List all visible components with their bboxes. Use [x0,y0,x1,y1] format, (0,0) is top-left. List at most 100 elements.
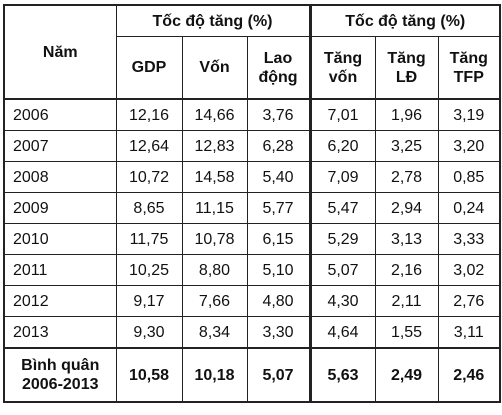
column-header-tang-tfp: Tăng TFP [437,36,502,100]
tang-tfp-cell: 3,33 [437,223,502,255]
tang-von-cell: 5,63 [308,347,376,403]
year-cell: 2007 [3,130,117,162]
tang-tfp-cell: 0,24 [437,192,502,224]
year-cell: 2010 [3,223,117,255]
gdp-cell: 8,65 [115,192,183,224]
tang-ld-cell: 2,78 [374,161,439,193]
column-header-label: động [258,68,298,86]
table-row: 2012 9,17 7,66 4,80 4,30 2,11 2,76 [3,285,502,317]
lao-dong-cell: 5,40 [246,161,311,193]
tang-ld-cell: 2,16 [374,254,439,286]
table-row: 2006 12,16 14,66 3,76 7,01 1,96 3,19 [3,98,502,131]
column-header-label: Tăng [449,49,488,67]
tang-tfp-cell: 3,02 [437,254,502,286]
von-cell: 11,15 [181,192,248,224]
average-label: Bình quân [21,357,100,374]
von-cell: 14,58 [181,161,248,193]
year-cell: 2011 [3,254,117,286]
tang-von-cell: 7,01 [308,98,376,131]
tang-ld-cell: 2,94 [374,192,439,224]
gdp-cell: 9,30 [115,316,183,349]
column-header-label: Lao [263,49,293,67]
group-header-label: Tốc độ tăng (%) [345,12,466,30]
tang-tfp-cell: 0,85 [437,161,502,193]
year-cell: 2012 [3,285,117,317]
year-cell: 2008 [3,161,117,193]
gdp-cell: 10,25 [115,254,183,286]
tang-ld-cell: 2,11 [374,285,439,317]
year-cell: 2013 [3,316,117,349]
tang-tfp-cell: 2,46 [437,347,502,403]
lao-dong-cell: 3,30 [246,316,311,349]
von-cell: 8,34 [181,316,248,349]
gdp-cell: 10,72 [115,161,183,193]
column-header-tang-ld: Tăng LĐ [374,36,439,100]
table-row: 2009 8,65 11,15 5,77 5,47 2,94 0,24 [3,192,502,224]
gdp-cell: 12,64 [115,130,183,162]
gdp-cell: 11,75 [115,223,183,255]
table-body: 2006 12,16 14,66 3,76 7,01 1,96 3,19 200… [3,98,502,403]
column-header-label: GDP [131,59,167,76]
header-sub-row: GDP Vốn Lao động Tăng vốn Tăng LĐ Tăng T… [4,36,502,100]
table-row: 2008 10,72 14,58 5,40 7,09 2,78 0,85 [3,161,502,193]
year-cell: 2009 [3,192,117,224]
table-row: 2013 9,30 8,34 3,30 4,64 1,55 3,11 [3,316,502,349]
column-header-label: vốn [328,68,358,86]
tang-von-cell: 5,29 [308,223,376,255]
growth-table: Năm Tốc độ tăng (%) Tốc độ tăng (%) GDP … [3,4,502,403]
tang-tfp-cell: 3,19 [437,98,502,131]
tang-tfp-cell: 3,20 [437,130,502,162]
column-header-label: Tăng [323,49,363,67]
column-header-label: TFP [453,68,484,86]
von-cell: 7,66 [181,285,248,317]
lao-dong-cell: 5,10 [246,254,311,286]
lao-dong-cell: 5,07 [246,347,311,403]
column-header-gdp: GDP [115,36,183,100]
column-header-label: Tăng [387,49,426,67]
tang-von-cell: 6,20 [308,130,376,162]
group-header-growth-rates: Tốc độ tăng (%) [115,4,311,37]
gdp-cell: 10,58 [115,347,183,403]
tang-von-cell: 5,47 [308,192,376,224]
tang-von-cell: 4,30 [308,285,376,317]
column-header-lao-dong: Lao động [246,36,311,100]
von-cell: 10,78 [181,223,248,255]
tang-von-cell: 5,07 [308,254,376,286]
tang-von-cell: 4,64 [308,316,376,349]
tang-ld-cell: 3,25 [374,130,439,162]
average-period: 2006-2013 [21,376,99,393]
lao-dong-cell: 6,28 [246,130,311,162]
von-cell: 10,18 [181,347,248,403]
year-column-header: Năm [3,4,117,100]
gdp-cell: 9,17 [115,285,183,317]
average-label-cell: Bình quân 2006-2013 [3,347,117,403]
table-row: 2011 10,25 8,80 5,10 5,07 2,16 3,02 [3,254,502,286]
year-cell: 2006 [3,98,117,131]
tang-ld-cell: 1,96 [374,98,439,131]
header-group-row: Năm Tốc độ tăng (%) Tốc độ tăng (%) [3,4,502,100]
column-header-von: Vốn [181,36,248,100]
table-header: Năm Tốc độ tăng (%) Tốc độ tăng (%) GDP … [3,4,502,100]
lao-dong-cell: 5,77 [246,192,311,224]
tang-von-cell: 7,09 [308,161,376,193]
von-cell: 8,80 [181,254,248,286]
group-header-contributions: Tốc độ tăng (%) [308,4,502,37]
average-row: Bình quân 2006-2013 10,58 10,18 5,07 5,6… [3,347,502,403]
column-header-label: Vốn [199,59,230,76]
von-cell: 12,83 [181,130,248,162]
column-header-label: LĐ [395,68,418,86]
gdp-cell: 12,16 [115,98,183,131]
column-header-tang-von: Tăng vốn [308,36,376,100]
year-header-label: Năm [42,43,78,61]
tang-ld-cell: 3,13 [374,223,439,255]
lao-dong-cell: 3,76 [246,98,311,131]
tang-tfp-cell: 3,11 [437,316,502,349]
group-header-label: Tốc độ tăng (%) [152,12,273,30]
table-row: 2007 12,64 12,83 6,28 6,20 3,25 3,20 [3,130,502,162]
table-row: 2010 11,75 10,78 6,15 5,29 3,13 3,33 [3,223,502,255]
tang-tfp-cell: 2,76 [437,285,502,317]
von-cell: 14,66 [181,98,248,131]
lao-dong-cell: 4,80 [246,285,311,317]
tang-ld-cell: 2,49 [374,347,439,403]
tang-ld-cell: 1,55 [374,316,439,349]
